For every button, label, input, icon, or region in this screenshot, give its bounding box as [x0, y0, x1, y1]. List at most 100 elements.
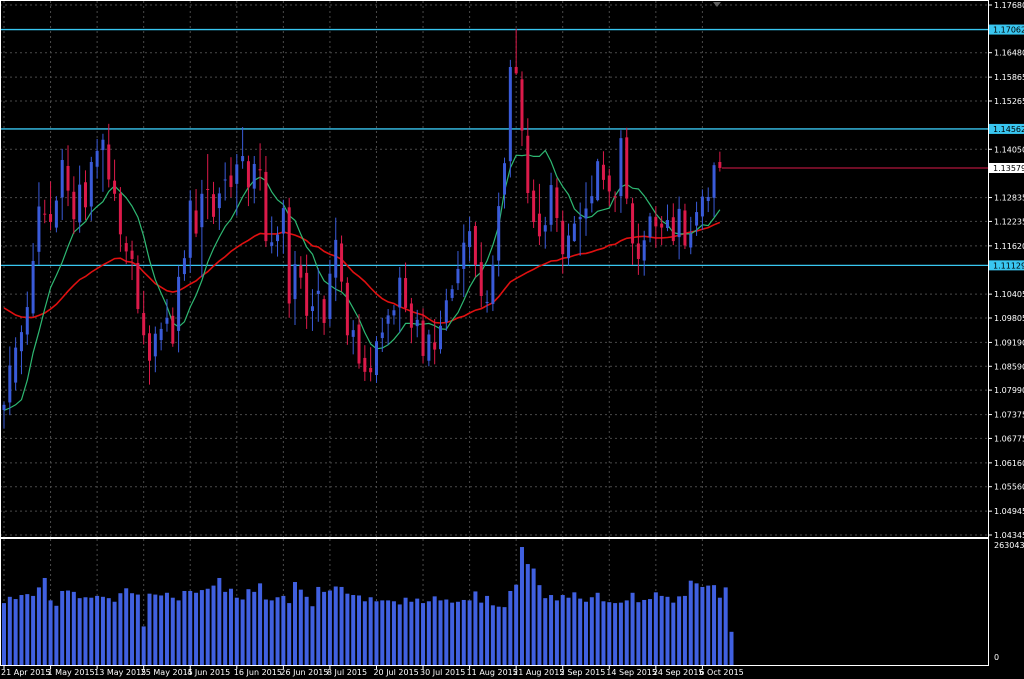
volume-bar [537, 585, 542, 665]
candle-body [89, 161, 93, 207]
volume-bar [54, 605, 59, 665]
candle-body [258, 169, 262, 171]
volume-bar [106, 598, 111, 665]
volume-bar [258, 583, 263, 665]
volume-bar [525, 564, 530, 665]
candle-body [485, 301, 489, 304]
candle-body [153, 333, 157, 357]
time-axis-label: 21 Apr 2015 [1, 668, 50, 677]
volume-bar [618, 602, 623, 665]
volume-bar [211, 585, 216, 665]
price-axis-label: 1.06160 [994, 459, 1024, 468]
volume-zero-label: 0 [994, 653, 999, 662]
volume-bar [438, 600, 443, 665]
candle-body [281, 208, 285, 234]
candle-body [310, 306, 314, 312]
volume-bar [153, 594, 158, 665]
time-axis-label: 11 Aug 2015 [467, 668, 518, 677]
volume-bar [455, 601, 460, 665]
price-axis: 1.17680 1.16480 1.15865 1.15265 1.14050 1.128… [988, 1, 1024, 540]
volume-bar [194, 592, 199, 665]
candle-body [473, 225, 477, 265]
time-axis-label: 4 Jun 2015 [187, 668, 230, 677]
level-tag-background [989, 123, 1024, 134]
volume-bar [391, 601, 396, 665]
time-axis-label: 25 May 2015 [141, 668, 193, 677]
candle-body [188, 200, 192, 258]
volume-bar [729, 631, 734, 665]
time-axis-label: 1 May 2015 [48, 668, 95, 677]
volume-bar [374, 601, 379, 665]
time-axis-label: 6 Oct 2015 [699, 668, 743, 677]
ma-slow-line [3, 221, 721, 324]
volume-bar [554, 600, 559, 665]
volume-bar [624, 600, 629, 665]
volume-max-label: 263043 [994, 541, 1024, 550]
price-axis-label: 1.08590 [994, 362, 1024, 371]
candle-body [229, 175, 233, 188]
volume-bar [147, 593, 152, 665]
candle-body [654, 216, 658, 227]
volume-bar [409, 601, 414, 665]
candle-body [357, 324, 361, 364]
candle-body [276, 234, 280, 242]
candle-body [124, 243, 128, 252]
volume-bar [479, 602, 484, 665]
volume-bar [659, 595, 664, 665]
volume-bar [362, 601, 367, 665]
candle-body [607, 175, 611, 192]
volume-bar [141, 626, 146, 665]
candle-body [671, 217, 675, 242]
volume-bar [48, 600, 53, 665]
candle-body [520, 79, 524, 131]
price-axis-label: 1.05560 [994, 483, 1024, 492]
candle-body [444, 300, 448, 323]
volume-bar [496, 606, 501, 665]
price-axis-label: 1.04945 [994, 507, 1024, 516]
candle-body [491, 264, 495, 304]
level-tag-label: 1.11129 [993, 261, 1024, 270]
candle-body [578, 216, 582, 220]
candle-body [421, 320, 425, 356]
candle-body [305, 272, 309, 316]
volume-bar [351, 595, 356, 665]
candle-body [660, 223, 664, 228]
volume-bar [357, 595, 362, 665]
price-axis-label: 1.17680 [994, 1, 1024, 10]
candle-body [590, 196, 594, 204]
volume-bar [316, 586, 321, 665]
candle-body [159, 328, 163, 341]
volume-bar [124, 588, 129, 665]
current-price-tag: 1.13579 [721, 162, 1024, 173]
candle-body [25, 307, 29, 335]
volume-bar [100, 596, 105, 665]
volume-bar [130, 593, 135, 665]
volume-bar [368, 597, 373, 665]
volume-bar [380, 600, 385, 665]
volume-bar [519, 547, 524, 665]
current-price-tag-background [989, 162, 1024, 173]
chart-shift-marker[interactable] [713, 2, 721, 7]
volume-bar [421, 603, 426, 665]
candle-body [2, 404, 6, 411]
candle-body [270, 242, 274, 246]
volume-bar [188, 590, 193, 665]
price-axis-label: 1.06775 [994, 434, 1024, 443]
volume-bar [223, 591, 228, 665]
volume-bar [636, 602, 641, 665]
candle-body [415, 319, 419, 327]
volume-bar [19, 595, 24, 665]
candle-body [514, 67, 518, 74]
volume-bar [642, 599, 647, 665]
volume-bar [83, 597, 88, 665]
volume-bar [217, 577, 222, 665]
candle-body [83, 182, 87, 208]
volume-bar [653, 592, 658, 665]
volume-bar [508, 590, 513, 665]
price-axis-label: 1.14050 [994, 145, 1024, 154]
candle-body [293, 264, 297, 300]
candle-body [462, 242, 466, 269]
time-axis-label: 24 Sep 2015 [653, 668, 704, 677]
